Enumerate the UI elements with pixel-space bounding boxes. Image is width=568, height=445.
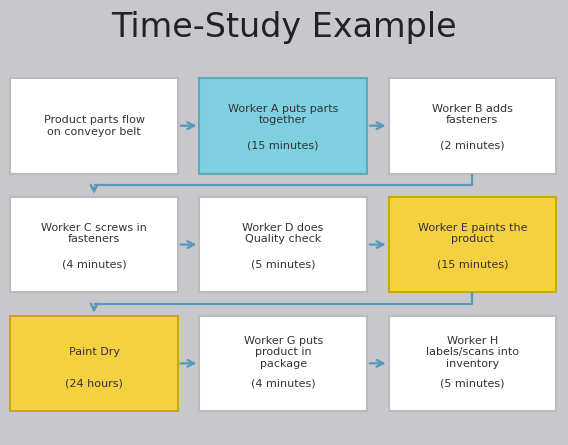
FancyBboxPatch shape (389, 78, 556, 174)
Text: (2 minutes): (2 minutes) (440, 141, 504, 150)
Text: Worker G puts
product in
package: Worker G puts product in package (244, 336, 323, 369)
Text: (5 minutes): (5 minutes) (440, 378, 504, 388)
Text: Worker H
labels/scans into
inventory: Worker H labels/scans into inventory (426, 336, 519, 369)
Text: (4 minutes): (4 minutes) (251, 378, 315, 388)
FancyBboxPatch shape (199, 197, 367, 292)
Text: (15 minutes): (15 minutes) (437, 259, 508, 269)
FancyBboxPatch shape (389, 316, 556, 411)
FancyBboxPatch shape (10, 197, 178, 292)
Text: Worker B adds
fasteners: Worker B adds fasteners (432, 104, 513, 125)
Text: Product parts flow
on conveyor belt: Product parts flow on conveyor belt (44, 115, 144, 137)
Text: Worker E paints the
product: Worker E paints the product (417, 222, 527, 244)
FancyBboxPatch shape (199, 316, 367, 411)
Text: Worker D does
Quality check: Worker D does Quality check (243, 222, 324, 244)
Text: Worker A puts parts
together: Worker A puts parts together (228, 104, 339, 125)
Text: (4 minutes): (4 minutes) (62, 259, 126, 269)
Text: Worker C screws in
fasteners: Worker C screws in fasteners (41, 222, 147, 244)
Text: (24 hours): (24 hours) (65, 378, 123, 388)
FancyBboxPatch shape (389, 197, 556, 292)
Text: (15 minutes): (15 minutes) (248, 141, 319, 150)
FancyBboxPatch shape (199, 78, 367, 174)
Text: (5 minutes): (5 minutes) (251, 259, 315, 269)
Text: Paint Dry: Paint Dry (69, 348, 119, 357)
FancyBboxPatch shape (10, 316, 178, 411)
Text: Time-Study Example: Time-Study Example (111, 11, 457, 44)
FancyBboxPatch shape (10, 78, 178, 174)
